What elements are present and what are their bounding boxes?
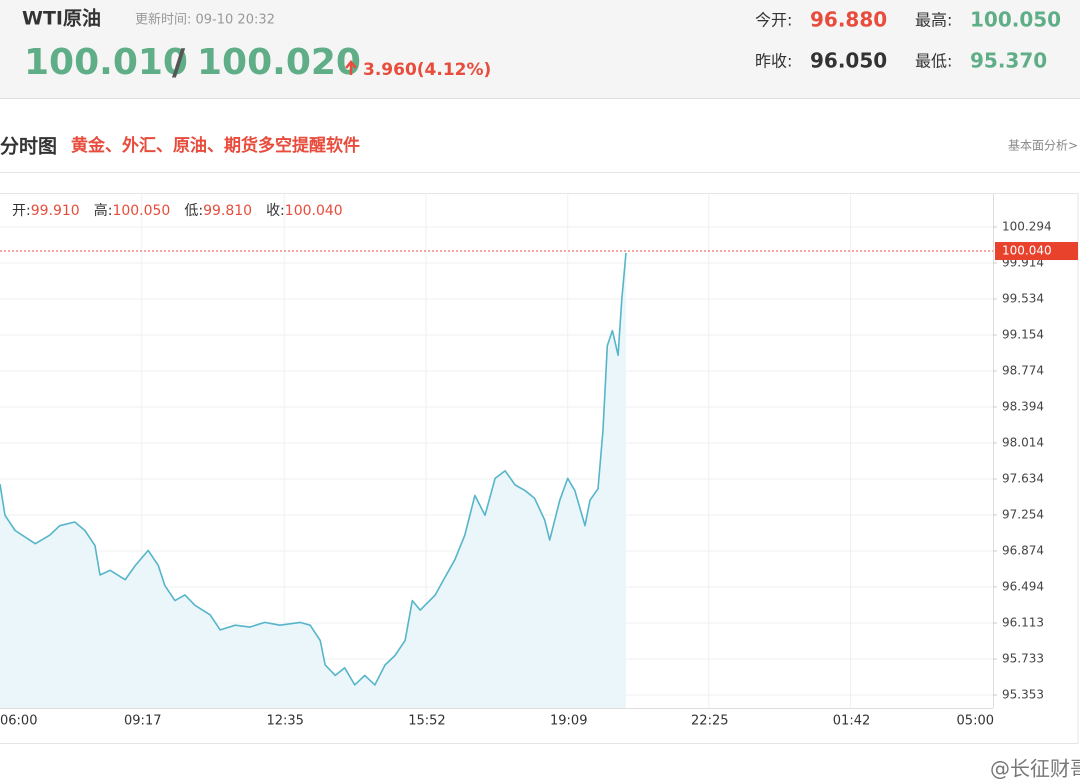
ask: 100.020 (197, 42, 361, 83)
stat-label: 昨收: (755, 52, 792, 71)
x-tick-label: 05:00 (957, 714, 994, 729)
promo-link[interactable]: 黄金、外汇、原油、期货多空提醒软件 (71, 135, 360, 156)
y-tick-label: 99.534 (1002, 291, 1044, 305)
y-tick-label: 100.294 (1002, 219, 1052, 233)
y-tick-label: 99.154 (1002, 327, 1044, 341)
stat-value: 96.050 (810, 49, 887, 73)
x-tick-label: 06:00 (0, 714, 37, 729)
x-tick-label: 22:25 (691, 714, 728, 729)
y-tick-label: 98.014 (1002, 435, 1044, 449)
separator: / (172, 42, 186, 83)
y-tick-label: 98.774 (1002, 363, 1044, 377)
y-tick-label: 97.634 (1002, 471, 1044, 485)
update-time: 更新时间: 09-10 20:32 (135, 12, 275, 28)
fundamental-link[interactable]: 基本面分析> (1008, 139, 1078, 153)
y-tick-label: 95.353 (1002, 688, 1044, 702)
title: WTI原油 (22, 8, 101, 30)
stat-value: 100.050 (970, 8, 1061, 32)
x-tick-label: 12:35 (266, 714, 303, 729)
x-tick-label: 15:52 (408, 714, 445, 729)
y-tick-label: 96.113 (1002, 616, 1044, 630)
area (0, 252, 627, 708)
ohlc-value: 99.810 (203, 203, 252, 219)
stat-label: 最低: (915, 52, 952, 71)
stat-value: 95.370 (970, 49, 1047, 73)
stat-label: 最高: (915, 11, 952, 30)
ohlc-label: 高: (94, 202, 113, 219)
ohlc-value: 100.050 (112, 203, 170, 219)
y-tick-label: 95.733 (1002, 652, 1044, 666)
x-tick-label: 09:17 (124, 714, 161, 729)
up-arrow (345, 60, 357, 75)
watermark: @长征财哥 (990, 757, 1080, 781)
header-bg (0, 0, 1080, 98)
stat-label: 今开: (755, 11, 792, 30)
y-tick-label: 96.494 (1002, 579, 1044, 593)
ohlc-label: 开: (12, 203, 31, 219)
ohlc-label: 低: (184, 203, 203, 219)
reference-label: 100.040 (1002, 244, 1052, 258)
change: 3.960(4.12%) (363, 60, 491, 80)
chart-frame (0, 193, 1079, 744)
ohlc-value: 100.040 (285, 203, 343, 219)
bid: 100.010 (24, 42, 188, 83)
ohlc-label: 收: (266, 203, 285, 219)
ohlc-value: 99.910 (31, 203, 80, 219)
y-tick-label: 98.394 (1002, 399, 1044, 413)
x-tick-label: 01:42 (833, 714, 870, 729)
x-tick-label: 19:09 (550, 714, 587, 729)
price-line (0, 252, 627, 686)
section-title: 分时图 (0, 136, 57, 158)
y-tick-label: 97.254 (1002, 507, 1044, 521)
stat-value: 96.880 (810, 8, 887, 32)
reference-tag (995, 242, 1078, 261)
y-tick-label: 96.874 (1002, 543, 1044, 557)
